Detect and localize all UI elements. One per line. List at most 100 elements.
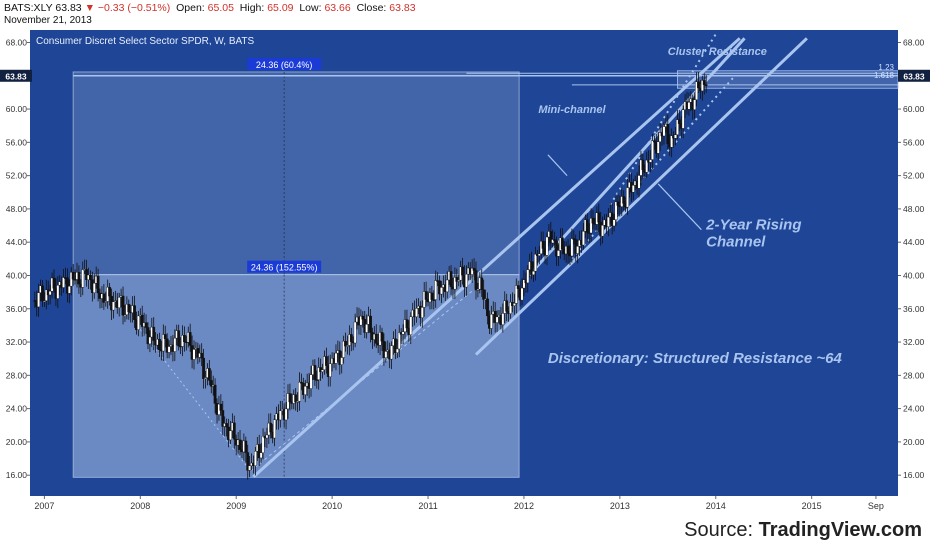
candle — [480, 269, 484, 297]
candle-body — [340, 357, 344, 365]
candle — [261, 428, 265, 460]
candle — [144, 314, 148, 334]
candle-body — [516, 285, 520, 289]
open-label: Open: — [176, 2, 205, 14]
candle — [207, 360, 211, 386]
candle-body — [658, 132, 662, 142]
candle — [591, 209, 595, 230]
candle-body — [545, 236, 549, 256]
candle — [464, 265, 468, 296]
candle — [476, 283, 480, 298]
candle — [238, 430, 242, 456]
candle-body — [384, 351, 388, 358]
y-tick-label-left-6: 40.00 — [6, 270, 28, 280]
candle — [37, 283, 41, 317]
candle — [610, 203, 614, 235]
candle — [505, 293, 509, 322]
candle-body — [557, 250, 560, 257]
candle-body — [44, 289, 48, 301]
candle-body — [300, 381, 303, 384]
candle-body — [369, 315, 372, 333]
candle-body — [585, 219, 589, 233]
candle — [461, 257, 464, 285]
candle-body — [204, 377, 207, 380]
x-tick-label-1: 2008 — [130, 501, 150, 511]
candle — [676, 109, 679, 140]
candle — [405, 309, 409, 333]
candle-body — [62, 277, 65, 288]
candle — [152, 317, 156, 351]
y-tick-label-left-9: 52.00 — [6, 171, 28, 181]
candle — [361, 311, 365, 328]
candle-body — [606, 216, 610, 227]
annotation-2: Mini-channel — [538, 104, 606, 116]
candle-body — [382, 341, 386, 358]
candles — [33, 71, 708, 480]
candle — [681, 105, 685, 139]
candle-body — [140, 314, 144, 327]
candle-body — [221, 410, 225, 427]
x-tick-label-6: 2013 — [610, 501, 630, 511]
candle — [77, 265, 81, 294]
candle — [434, 270, 438, 308]
candle — [219, 394, 223, 416]
candle-body — [482, 289, 486, 300]
candle-body — [501, 313, 505, 325]
candle — [514, 278, 518, 314]
candle — [455, 268, 459, 290]
source-credit: Source: TradingView.com — [684, 519, 922, 542]
candle-body — [269, 422, 273, 433]
candle — [117, 292, 121, 317]
annotation-4: Channel — [706, 233, 766, 250]
fib-label-2: 1.618 — [874, 71, 895, 80]
x-tick-label-3: 2010 — [322, 501, 342, 511]
candle-body — [253, 450, 257, 466]
high-label: High: — [239, 2, 265, 14]
y-tick-label-right-8: 48.00 — [903, 204, 925, 214]
close-label: Close: — [356, 2, 387, 14]
candle-body — [495, 316, 499, 323]
candle — [670, 128, 674, 158]
candle-body — [349, 334, 353, 342]
candle-body — [530, 261, 534, 276]
candle — [482, 279, 486, 310]
candle — [534, 246, 537, 281]
candle-body — [71, 272, 75, 280]
candle-body — [424, 291, 428, 300]
candle — [89, 270, 92, 290]
x-tick-label-0: 2007 — [34, 501, 54, 511]
price-chart[interactable]: 24.36 (60.4%) 24.36 (152.55%) 1.231.618 16.… — [0, 28, 932, 524]
candle-body — [104, 301, 108, 303]
candle-body — [662, 126, 666, 137]
candle-body — [610, 212, 614, 227]
candle-body — [464, 273, 468, 288]
channel-lower-line — [474, 37, 808, 356]
candle — [317, 357, 321, 390]
candle — [158, 332, 161, 357]
candle-body — [309, 374, 313, 389]
candle — [273, 415, 276, 447]
symbol-name: BATS:XLY — [4, 2, 53, 14]
y-tick-label-left-7: 44.00 — [6, 237, 28, 247]
measure-badge-1 — [247, 57, 322, 70]
y-tick-label-left-3: 28.00 — [6, 370, 28, 380]
candle-body — [555, 240, 558, 257]
measure-label-2: 24.36 (152.55%) — [251, 263, 318, 273]
candle-body — [102, 293, 106, 303]
candle — [42, 291, 46, 307]
candle — [121, 286, 125, 325]
candle-body — [537, 253, 541, 256]
candle — [225, 418, 229, 437]
x-tick-label-8: 2015 — [802, 501, 822, 511]
candle-body — [704, 84, 708, 86]
candle — [108, 282, 112, 306]
candle — [200, 343, 204, 367]
candle — [677, 110, 681, 132]
candle — [196, 342, 200, 365]
candle-body — [313, 365, 317, 380]
y-tick-label-left-8: 48.00 — [6, 204, 28, 214]
candle — [582, 222, 585, 250]
candle — [397, 324, 401, 358]
candle — [637, 165, 641, 198]
candle-body — [390, 345, 393, 360]
